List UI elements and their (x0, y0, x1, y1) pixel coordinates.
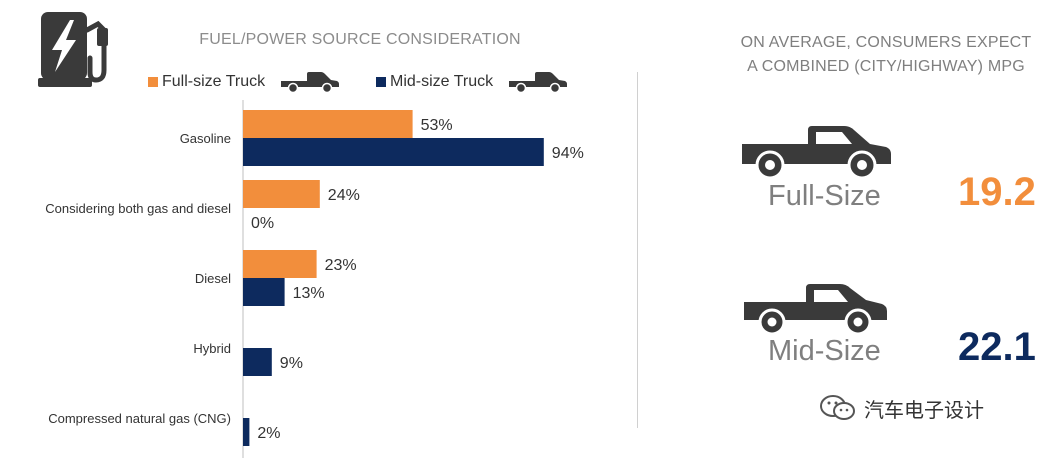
category-label-considering-both-gas-and-diesel: Considering both gas and diesel (45, 201, 231, 216)
legend-item-full-size: Full-size Truck (148, 71, 340, 93)
full-size-mpg-value: 19.2 (958, 170, 1036, 214)
category-label-diesel: Diesel (195, 271, 231, 286)
mpg-title-line-2: A COMBINED (CITY/HIGHWAY) MPG (747, 58, 1025, 75)
mpg-title-line-1: ON AVERAGE, CONSUMERS EXPECT (740, 34, 1032, 51)
category-label-compressed-natural-gas-cng: Compressed natural gas (CNG) (48, 411, 231, 426)
fuel-source-bar-chart: Gasoline 53% 94% Considering both gas and d… (45, 100, 584, 458)
pickup-truck-icon (509, 72, 568, 93)
bar-mid-size-2 (243, 278, 285, 306)
legend-label-full-size: Full-size Truck (162, 73, 266, 90)
data-label-full-size-2: 23% (325, 257, 357, 274)
full-size-truck-icon (742, 126, 891, 180)
bar-mid-size-3 (243, 348, 272, 376)
data-label-full-size-1: 24% (328, 187, 360, 204)
mid-size-label: Mid-Size (768, 335, 881, 367)
bar-full-size-0 (243, 110, 413, 138)
bar-full-size-2 (243, 250, 317, 278)
legend-label-mid-size: Mid-size Truck (390, 73, 494, 90)
data-label-mid-size-0: 94% (552, 145, 584, 162)
wechat-icon (820, 395, 855, 420)
pickup-truck-icon (281, 72, 340, 93)
mpg-title: ON AVERAGE, CONSUMERS EXPECT A COMBINED … (700, 31, 1057, 79)
bar-full-size-1 (243, 180, 320, 208)
category-label-gasoline: Gasoline (180, 131, 231, 146)
data-label-mid-size-3: 9% (280, 355, 303, 372)
bar-mid-size-0 (243, 138, 544, 166)
data-label-full-size-0: 53% (421, 117, 453, 134)
legend-item-mid-size: Mid-size Truck (376, 71, 568, 93)
mid-size-mpg-value: 22.1 (958, 325, 1036, 369)
bar-mid-size-4 (243, 418, 250, 446)
fuel-pump-icon (38, 12, 108, 87)
data-label-mid-size-1: 0% (251, 215, 274, 232)
data-label-mid-size-4: 2% (257, 425, 280, 442)
divider (637, 72, 638, 428)
legend-swatch-mid-size (376, 77, 386, 87)
data-label-mid-size-2: 13% (293, 285, 325, 302)
full-size-label: Full-Size (768, 180, 881, 212)
legend-swatch-full-size (148, 77, 158, 87)
mid-size-truck-icon (744, 284, 887, 336)
category-label-hybrid: Hybrid (193, 341, 231, 356)
chart-title: FUEL/POWER SOURCE CONSIDERATION (199, 31, 521, 48)
watermark: 汽车电子设计 (818, 393, 984, 423)
watermark-text: 汽车电子设计 (864, 399, 984, 422)
